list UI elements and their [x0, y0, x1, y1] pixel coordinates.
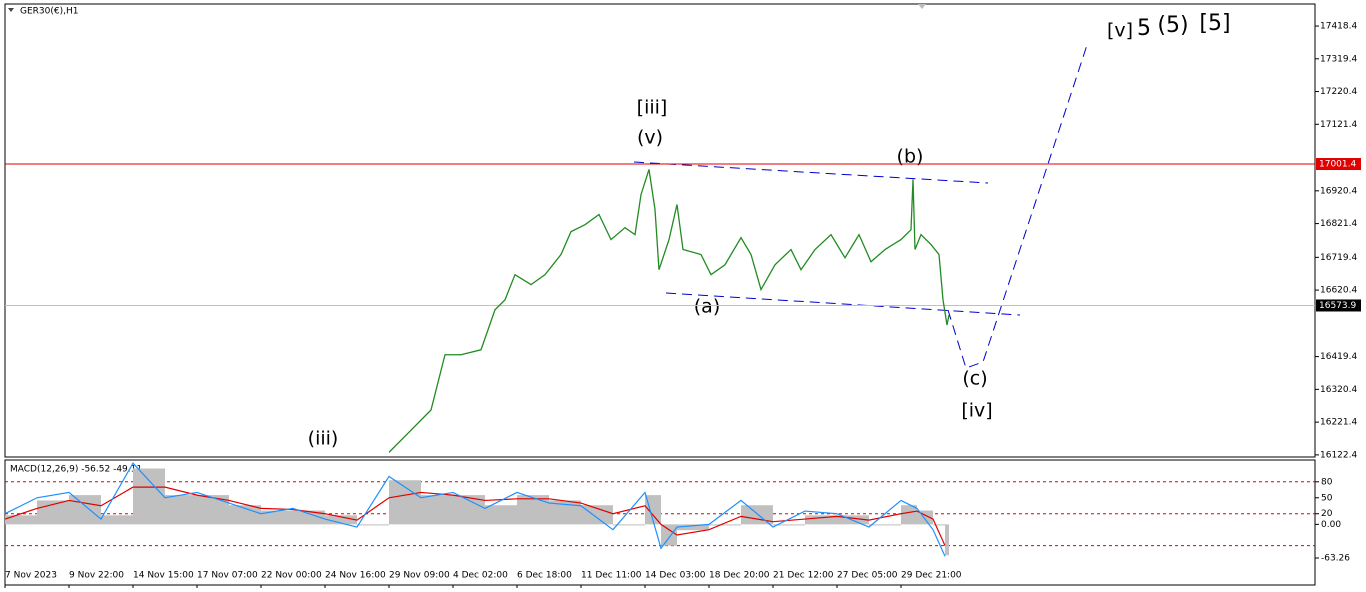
x-tick-label: 17 Nov 07:00	[197, 571, 258, 581]
x-tick-label: 9 Nov 22:00	[69, 571, 124, 581]
y-tick-label: 16221.4	[1320, 418, 1357, 428]
macd-histogram-bar	[325, 515, 357, 525]
y-tick-label: 16620.4	[1320, 286, 1357, 296]
x-tick-label: 27 Dec 05:00	[837, 571, 898, 581]
wave-label: [iv]	[961, 400, 992, 422]
y-tick-label: 16719.4	[1320, 253, 1357, 263]
x-tick-label: 14 Nov 15:00	[133, 571, 194, 581]
macd-histogram-bar	[741, 505, 773, 525]
wave-label: (b)	[897, 146, 924, 168]
y-tick-label: 16920.4	[1320, 186, 1357, 196]
x-tick-label: 24 Nov 16:00	[325, 571, 386, 581]
x-tick-label: 6 Dec 18:00	[517, 571, 572, 581]
y-tick-label: 17418.4	[1320, 22, 1357, 32]
macd-histogram-bar	[293, 510, 325, 525]
macd-histogram-bar	[613, 524, 645, 526]
macd-histogram-bar	[69, 495, 101, 525]
macd-y-tick-label: -63.26	[1321, 554, 1350, 564]
price-panel	[4, 3, 1316, 458]
wave-label: (c)	[962, 368, 987, 390]
x-tick-label: 22 Nov 00:00	[261, 571, 322, 581]
x-tick-label: 29 Dec 21:00	[901, 571, 962, 581]
macd-histogram-bar	[357, 524, 389, 526]
macd-histogram-bar	[709, 524, 741, 526]
y-tick-label: 17220.4	[1320, 87, 1357, 97]
scroll-marker	[918, 4, 926, 9]
macd-y-tick-label: 20	[1321, 509, 1333, 519]
macd-y-tick-label: 50	[1321, 493, 1333, 503]
price-tag	[1316, 299, 1361, 312]
macd-histogram-bar	[229, 505, 261, 525]
macd-histogram-bar	[677, 524, 709, 531]
macd-histogram-bar	[549, 500, 581, 525]
wave-label: [5]	[1199, 11, 1230, 36]
macd-histogram-bar	[517, 495, 549, 525]
macd-histogram-bar	[261, 510, 293, 525]
x-tick-label: 11 Dec 11:00	[581, 571, 642, 581]
macd-histogram-bar	[805, 515, 837, 525]
x-tick-label: 4 Dec 02:00	[453, 571, 508, 581]
macd-histogram-bar	[133, 468, 165, 525]
macd-histogram-bar	[645, 495, 661, 525]
y-tick-label: 16122.4	[1320, 450, 1357, 460]
wave-lines	[633, 41, 1089, 369]
wave-label: [v]	[1107, 20, 1133, 42]
channel-top	[633, 161, 989, 184]
macd-signal	[4, 486, 946, 546]
x-tick-label: 14 Dec 03:00	[645, 571, 706, 581]
y-tick-label: 16320.4	[1320, 385, 1357, 395]
macd-histogram-bar	[773, 524, 805, 526]
macd-histogram-bar	[5, 515, 37, 525]
symbol-arrow	[8, 8, 14, 12]
macd-histogram-bar	[421, 495, 453, 525]
macd-histogram-bar	[869, 524, 901, 526]
x-tick-label: 29 Nov 09:00	[389, 571, 450, 581]
wave-label: (5)	[1157, 13, 1188, 38]
price-tag	[1316, 158, 1361, 171]
wave-label: (iii)	[308, 428, 339, 450]
macd-label: MACD(12,26,9) -56.52 -49.11	[10, 465, 142, 475]
y-tick-label: 16821.4	[1320, 219, 1357, 229]
price-line-series	[388, 169, 950, 453]
wave-label: (a)	[694, 296, 720, 318]
x-tick-label: 7 Nov 2023	[5, 571, 57, 581]
macd-y-tick-label: 80	[1321, 477, 1333, 487]
y-tick-label: 17319.4	[1320, 54, 1357, 64]
price-tag-label: 16573.9	[1319, 301, 1356, 311]
macd-histogram-bar	[581, 505, 613, 525]
wave-label: 5	[1137, 16, 1151, 41]
macd-histogram-bar	[933, 524, 945, 526]
macd-histogram-bar	[485, 505, 517, 525]
macd-histogram-bar	[945, 524, 949, 556]
macd-line	[4, 462, 946, 557]
price-tag-label: 17001.4	[1319, 160, 1356, 170]
projection	[947, 41, 1089, 369]
macd-histogram-bar	[165, 495, 197, 525]
channel-bottom	[665, 292, 1021, 316]
symbol-label: GER30(€),H1	[20, 7, 78, 17]
macd-histogram-bar	[901, 505, 917, 525]
wave-label: (v)	[637, 127, 663, 149]
macd-y-tick-label: 0.00	[1321, 520, 1341, 530]
y-tick-label: 17121.4	[1320, 120, 1357, 130]
y-tick-label: 16419.4	[1320, 352, 1357, 362]
wave-label: [iii]	[637, 97, 668, 119]
x-tick-label: 18 Dec 20:00	[709, 571, 770, 581]
macd-histogram-bar	[101, 515, 133, 525]
x-tick-label: 21 Dec 12:00	[773, 571, 834, 581]
macd-histogram-bar	[661, 524, 677, 546]
